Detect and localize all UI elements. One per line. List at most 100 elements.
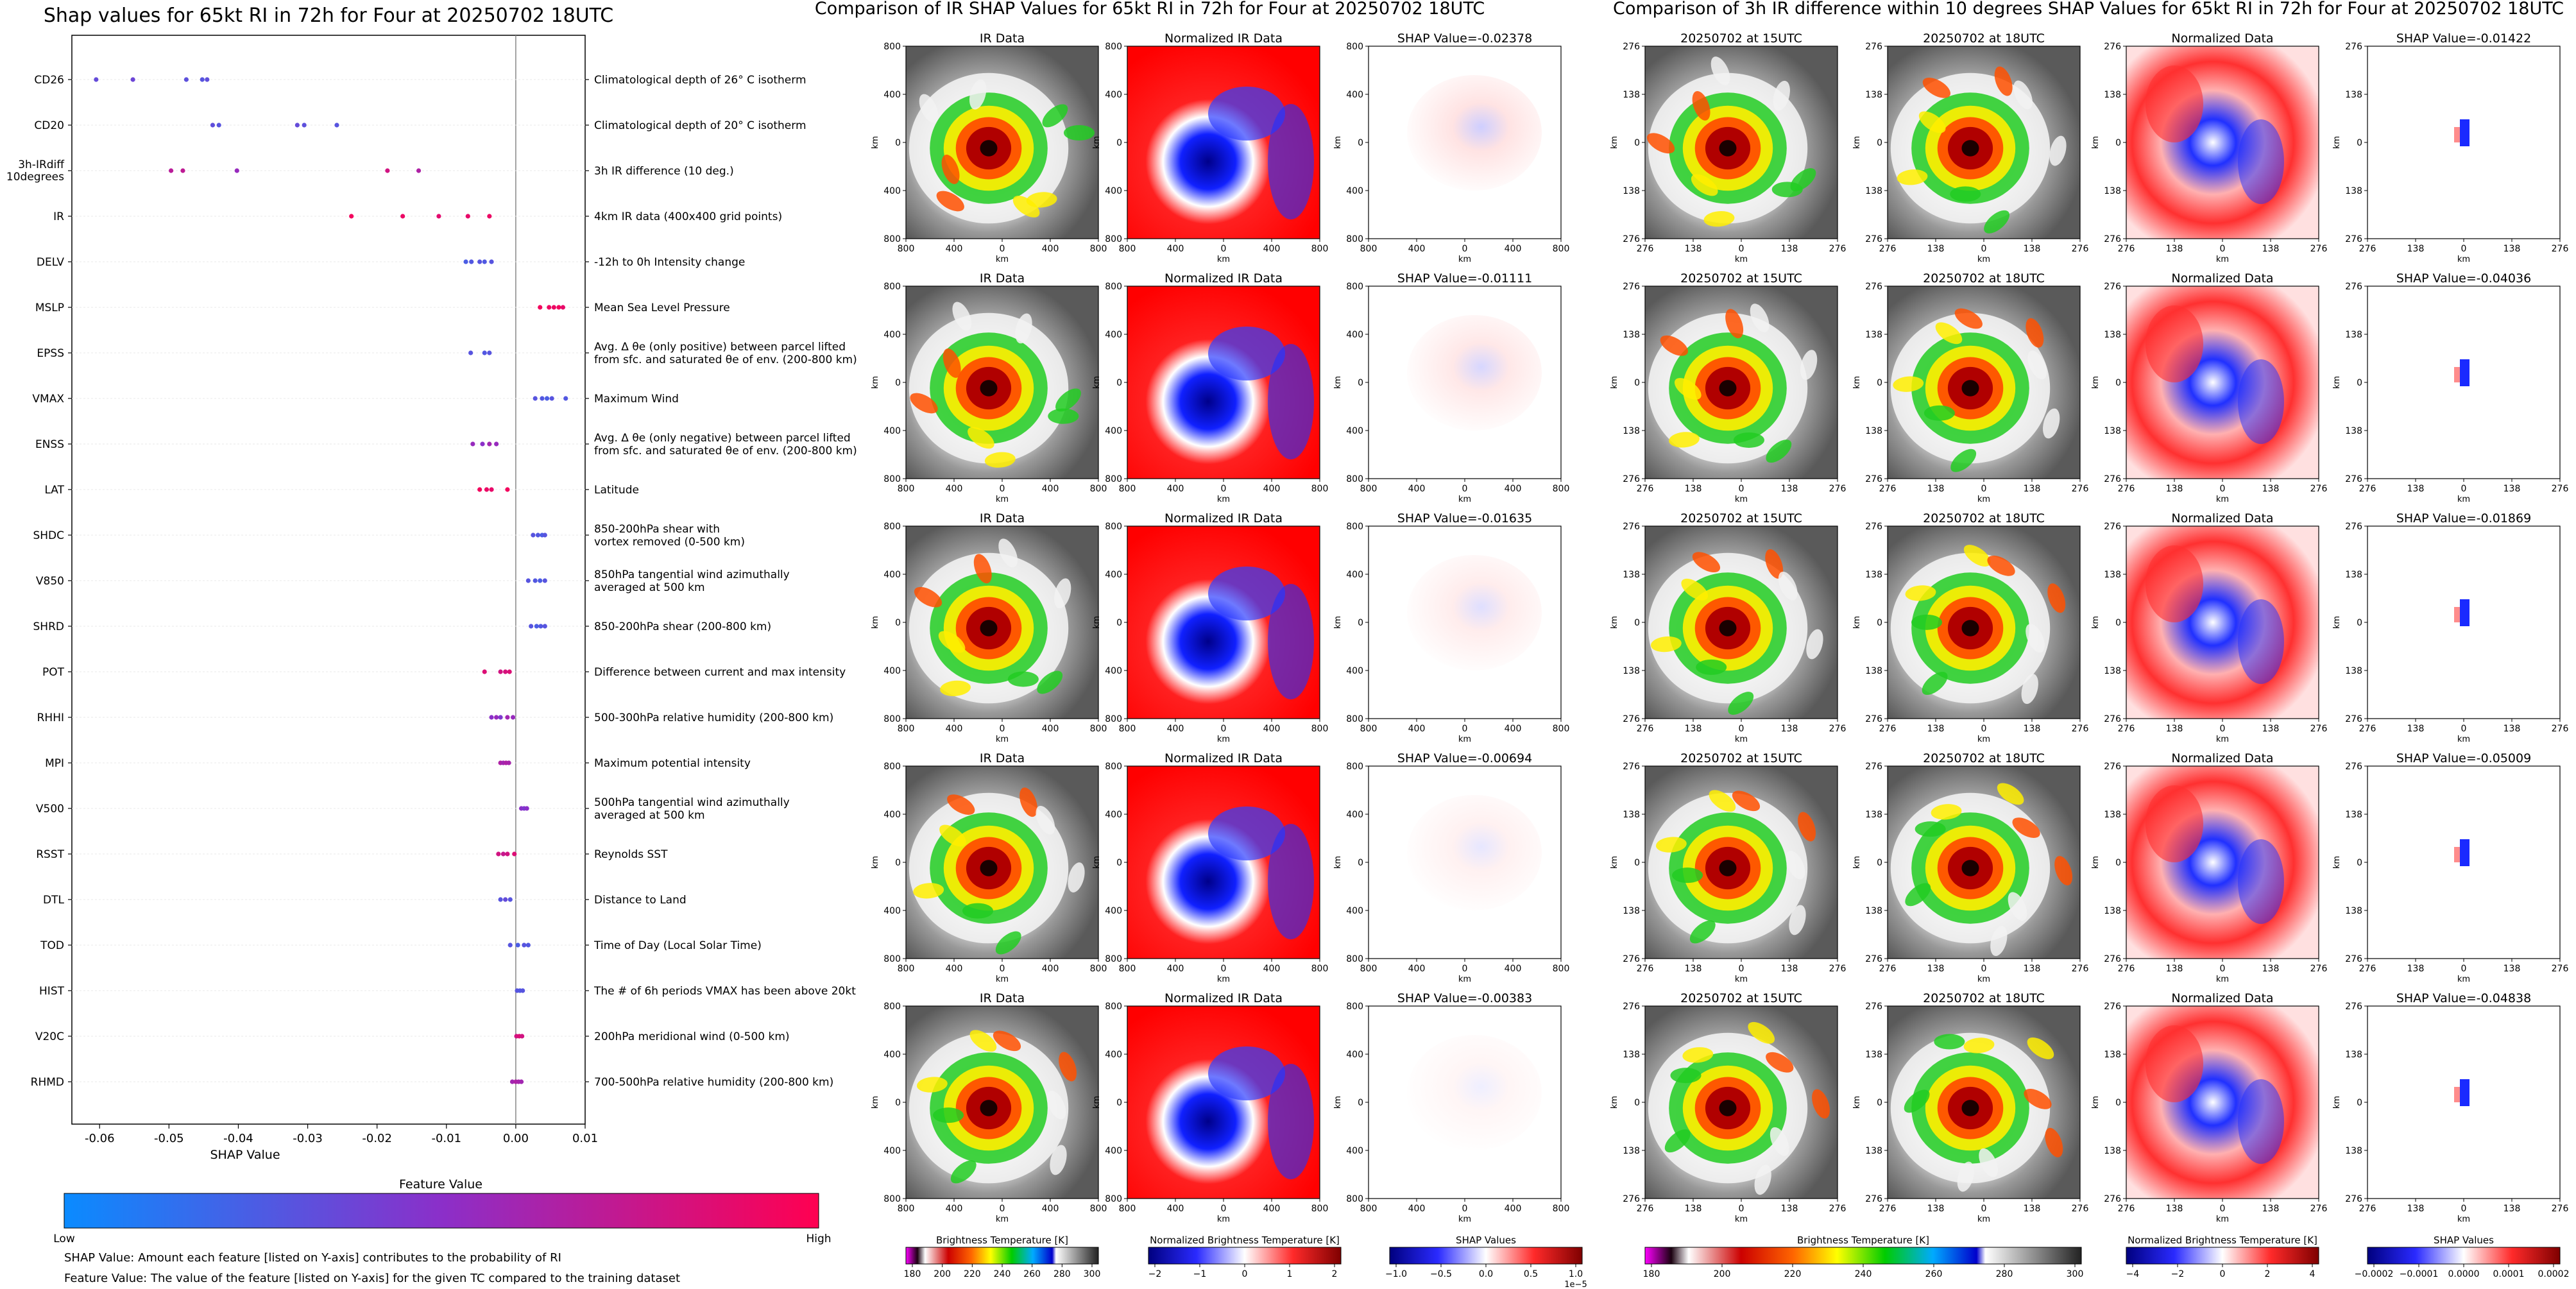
x-axis-label: km: [1458, 255, 1471, 264]
x-tick-label: 800: [1090, 964, 1107, 974]
x-axis-label: km: [2457, 975, 2470, 984]
y-axis-label: km: [2332, 1096, 2342, 1109]
y-tick-label: 138: [2104, 570, 2121, 580]
x-tick-label: 0: [1739, 1204, 1744, 1214]
feature-label: V500: [36, 803, 64, 815]
shap-field-blob: [1407, 795, 1542, 910]
y-tick-label: 0: [2115, 378, 2121, 388]
x-tick-label: 276: [2359, 724, 2376, 734]
y-tick-label: 276: [2345, 762, 2362, 772]
x-tick-label: 800: [1360, 724, 1378, 734]
rainband: [936, 191, 964, 212]
rainband: [1922, 78, 1951, 98]
y-tick-label: 276: [2104, 714, 2121, 724]
x-tick-label: 276: [2552, 244, 2569, 254]
normalized-colorbar: [1148, 1247, 1342, 1265]
y-tick-label: 800: [883, 1002, 901, 1012]
shap-subplot-title: SHAP Value=-0.01635: [1397, 511, 1532, 525]
y-tick-label: 0: [1877, 1098, 1882, 1108]
rainband: [950, 1160, 977, 1184]
ir-colorbar: [1644, 1247, 2082, 1265]
x-tick-label: 800: [1360, 964, 1378, 974]
subplot-title: IR Data: [980, 511, 1025, 525]
rainband: [1904, 1089, 1930, 1113]
feature-label: IR: [53, 210, 64, 223]
cold-cloud-region: [1208, 87, 1285, 141]
rainband: [1728, 692, 1754, 715]
y-tick-label: 800: [1105, 282, 1122, 292]
y-tick-label: 800: [1346, 714, 1363, 724]
rainband: [998, 538, 1018, 568]
feature-description: Latitude: [594, 484, 639, 497]
rainband: [1650, 636, 1682, 653]
feature-label: SHDC: [33, 529, 64, 542]
y-tick-label: 138: [1865, 666, 1882, 676]
x-axis-label: km: [1977, 495, 1990, 504]
x-tick-label: 0: [1000, 244, 1005, 254]
colorbar-tick-label: 200: [1714, 1269, 1731, 1279]
cloud-band: [1719, 380, 1737, 397]
y-tick-label: 400: [1346, 90, 1363, 100]
rainband: [1812, 1089, 1830, 1119]
feature-description: 3h IR difference (10 deg.): [594, 165, 734, 178]
colorbar-tick-label: −1: [1193, 1269, 1207, 1279]
x-axis-label: km: [1735, 975, 1748, 984]
rainband: [1703, 211, 1735, 227]
cloud-band: [980, 1100, 998, 1116]
rainband: [1934, 1034, 1965, 1050]
shap-point: [533, 396, 538, 401]
x-tick-label: 138: [1927, 484, 1945, 494]
y-tick-label: 800: [1105, 234, 1122, 244]
x-tick-label: 276: [2359, 484, 2376, 494]
y-tick-label: 138: [2104, 186, 2121, 196]
y-tick-label: 800: [1105, 954, 1122, 964]
y-tick-label: 138: [1865, 426, 1882, 436]
y-axis-label: km: [1333, 616, 1343, 629]
y-tick-label: 800: [1105, 522, 1122, 532]
x-tick-label: 276: [1829, 964, 1847, 974]
rainband: [1786, 850, 1805, 880]
shap-subplot-title: SHAP Value=-0.01869: [2396, 511, 2531, 525]
shap-point: [489, 259, 494, 264]
x-axis-label: km: [2457, 255, 2470, 264]
shap-point: [520, 1034, 525, 1039]
shap-field-blob: [1407, 75, 1542, 191]
cold-cloud-region: [1208, 327, 1285, 380]
x-tick-label: 276: [1829, 1204, 1847, 1214]
rainband: [2013, 80, 2033, 110]
y-tick-label: 276: [2104, 474, 2121, 484]
rainband: [968, 427, 994, 449]
rainband: [1765, 549, 1784, 579]
rainband: [1935, 322, 1963, 345]
shap-point: [234, 168, 239, 173]
x-tick-label: 138: [1927, 1204, 1945, 1214]
shap-point: [518, 1079, 524, 1084]
subplot-title: Normalized Data: [2171, 271, 2273, 286]
x-tick-label: 276: [2552, 964, 2569, 974]
rainband: [1979, 1148, 1999, 1177]
x-tick-label: 800: [1553, 244, 1570, 254]
y-tick-label: 800: [1105, 42, 1122, 52]
x-axis-label: km: [1977, 255, 1990, 264]
high-label: High: [806, 1233, 831, 1245]
y-axis-label: km: [2332, 376, 2342, 389]
x-tick-label: 0: [2461, 484, 2467, 494]
y-tick-label: 400: [1346, 1146, 1363, 1156]
subplot-title: 20250702 at 18UTC: [1923, 271, 2045, 286]
x-tick-label: 138: [2503, 244, 2521, 254]
y-tick-label: 400: [1105, 810, 1122, 820]
cold-region: [2238, 119, 2284, 204]
y-tick-label: 276: [2345, 282, 2362, 292]
y-tick-label: 276: [1865, 42, 1882, 52]
cloud-band: [1719, 140, 1737, 157]
x-tick-label: 138: [2262, 1204, 2280, 1214]
feature-label: MSLP: [35, 302, 64, 314]
y-axis-label: km: [1610, 376, 1619, 389]
y-axis-label: km: [1333, 376, 1343, 389]
x-tick-label: 800: [1553, 964, 1570, 974]
rainband: [1954, 308, 1983, 329]
shap-point: [487, 214, 492, 219]
x-tick-label: 0: [2461, 244, 2467, 254]
y-tick-label: 276: [2104, 762, 2121, 772]
x-tick-label: 0: [2220, 964, 2226, 974]
